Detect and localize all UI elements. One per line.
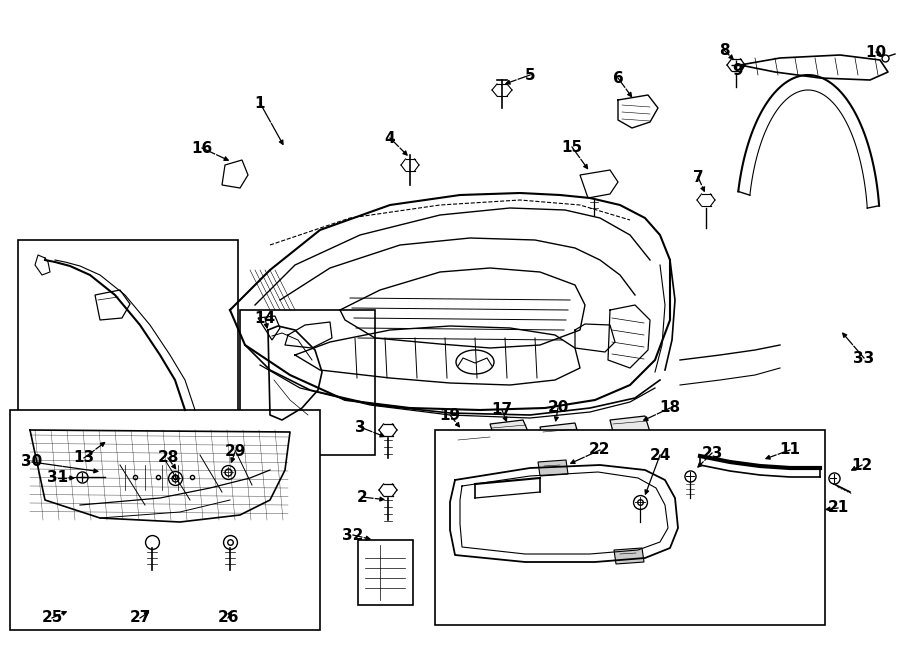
Polygon shape bbox=[540, 423, 580, 444]
Polygon shape bbox=[610, 416, 650, 436]
Text: 2: 2 bbox=[356, 489, 367, 504]
Text: 19: 19 bbox=[439, 408, 461, 422]
Polygon shape bbox=[490, 420, 530, 440]
Polygon shape bbox=[538, 460, 568, 476]
Text: 15: 15 bbox=[562, 140, 582, 154]
Text: 23: 23 bbox=[701, 446, 723, 461]
Text: 33: 33 bbox=[853, 350, 875, 365]
Polygon shape bbox=[455, 432, 494, 452]
Text: 22: 22 bbox=[590, 442, 611, 457]
Bar bbox=[18, 240, 238, 445]
Text: 30: 30 bbox=[22, 455, 42, 469]
Text: 20: 20 bbox=[547, 401, 569, 416]
Text: 12: 12 bbox=[851, 457, 873, 473]
Text: 8: 8 bbox=[719, 42, 729, 58]
Text: 5: 5 bbox=[525, 68, 535, 83]
Text: 11: 11 bbox=[779, 442, 800, 457]
Bar bbox=[358, 540, 413, 605]
Text: 3: 3 bbox=[355, 420, 365, 434]
Bar bbox=[240, 310, 375, 455]
Text: 25: 25 bbox=[41, 610, 63, 626]
Text: 27: 27 bbox=[130, 610, 150, 626]
Bar bbox=[435, 430, 825, 625]
Polygon shape bbox=[614, 548, 644, 564]
Text: 9: 9 bbox=[733, 62, 743, 77]
Polygon shape bbox=[105, 465, 200, 490]
Text: 6: 6 bbox=[613, 70, 624, 85]
Text: 16: 16 bbox=[192, 140, 212, 156]
Text: 14: 14 bbox=[255, 310, 275, 326]
Text: 26: 26 bbox=[217, 610, 239, 626]
Text: 7: 7 bbox=[693, 169, 703, 185]
Text: 4: 4 bbox=[384, 130, 395, 146]
Text: 18: 18 bbox=[660, 401, 680, 416]
Text: 1: 1 bbox=[255, 95, 266, 111]
Text: 31: 31 bbox=[48, 471, 68, 485]
Text: 13: 13 bbox=[74, 451, 94, 465]
Text: 28: 28 bbox=[158, 451, 179, 465]
Polygon shape bbox=[95, 290, 130, 320]
Bar bbox=[10, 410, 320, 630]
Text: 24: 24 bbox=[649, 448, 670, 463]
Text: 17: 17 bbox=[491, 402, 513, 418]
Polygon shape bbox=[222, 160, 248, 188]
Polygon shape bbox=[258, 316, 280, 340]
Text: 32: 32 bbox=[342, 528, 364, 542]
Text: 10: 10 bbox=[866, 44, 886, 60]
Text: 29: 29 bbox=[224, 444, 246, 459]
Text: 21: 21 bbox=[827, 500, 849, 516]
Polygon shape bbox=[580, 170, 618, 198]
